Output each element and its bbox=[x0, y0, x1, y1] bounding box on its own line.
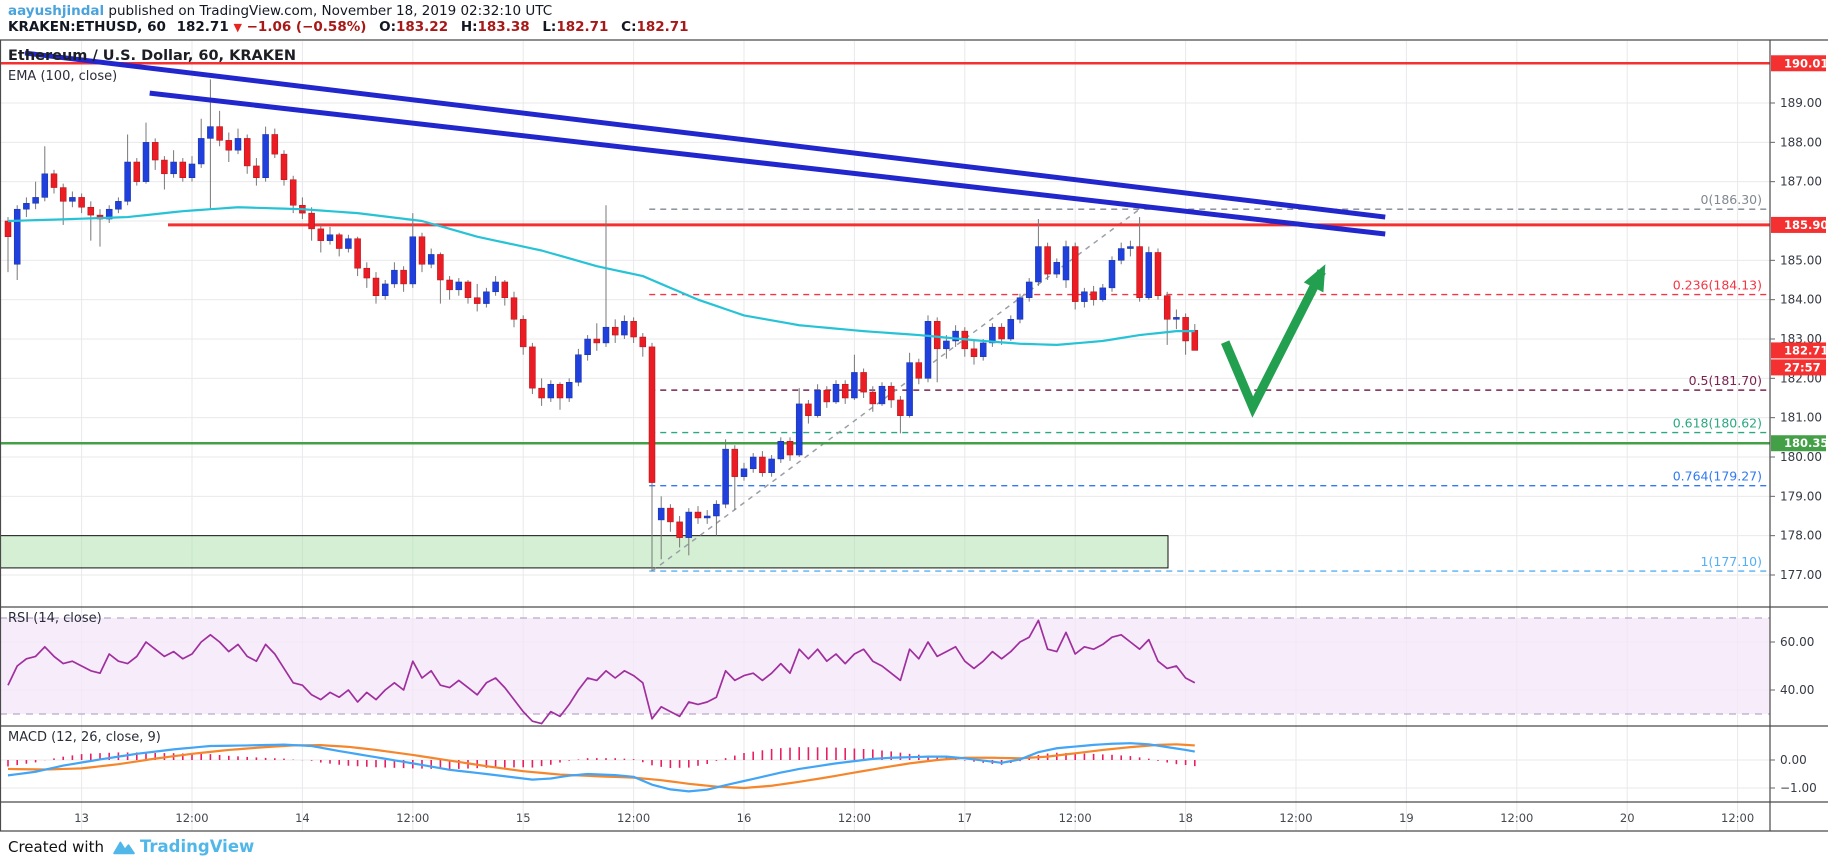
ema-legend: EMA (100, close) bbox=[8, 69, 118, 84]
symbol-name: KRAKEN:ETHUSD, 60 bbox=[8, 19, 166, 35]
svg-text:40.00: 40.00 bbox=[1780, 683, 1814, 697]
svg-text:188.00: 188.00 bbox=[1780, 135, 1822, 149]
svg-text:12:00: 12:00 bbox=[1059, 811, 1092, 825]
svg-text:12:00: 12:00 bbox=[1500, 811, 1533, 825]
svg-text:12:00: 12:00 bbox=[1721, 811, 1754, 825]
svg-text:19: 19 bbox=[1399, 811, 1414, 825]
attribution: Created with TradingView bbox=[8, 837, 254, 856]
close-label: C: bbox=[621, 19, 637, 35]
svg-text:182.71: 182.71 bbox=[1784, 343, 1828, 357]
svg-text:12:00: 12:00 bbox=[617, 811, 650, 825]
svg-text:184.00: 184.00 bbox=[1780, 293, 1822, 307]
svg-text:180.35: 180.35 bbox=[1784, 436, 1828, 450]
publish-info: aayushjindal published on TradingView.co… bbox=[8, 3, 552, 19]
svg-text:−1.00: −1.00 bbox=[1780, 781, 1817, 795]
svg-text:190.01: 190.01 bbox=[1784, 56, 1828, 70]
svg-text:14: 14 bbox=[295, 811, 310, 825]
open-label: O: bbox=[379, 19, 396, 35]
price-change: −1.06 (−0.58%) bbox=[246, 19, 367, 35]
svg-text:187.00: 187.00 bbox=[1780, 175, 1822, 189]
last-price: 182.71 bbox=[176, 19, 229, 35]
macd-legend: MACD (12, 26, close, 9) bbox=[8, 730, 161, 745]
svg-text:13: 13 bbox=[74, 811, 89, 825]
high-label: H: bbox=[460, 19, 478, 35]
svg-text:0.764(179.27): 0.764(179.27) bbox=[1673, 469, 1762, 484]
svg-text:0.00: 0.00 bbox=[1780, 753, 1807, 767]
open-value: 183.22 bbox=[396, 19, 449, 35]
svg-text:189.00: 189.00 bbox=[1780, 96, 1822, 110]
svg-text:185.00: 185.00 bbox=[1780, 253, 1822, 267]
svg-text:0(186.30): 0(186.30) bbox=[1701, 192, 1762, 207]
svg-text:18: 18 bbox=[1178, 811, 1193, 825]
created-with-text: Created with bbox=[8, 837, 104, 856]
svg-text:0.5(181.70): 0.5(181.70) bbox=[1689, 373, 1762, 388]
svg-text:16: 16 bbox=[737, 811, 752, 825]
svg-text:179.00: 179.00 bbox=[1780, 489, 1822, 503]
svg-text:181.00: 181.00 bbox=[1780, 411, 1822, 425]
svg-text:177.00: 177.00 bbox=[1780, 568, 1822, 582]
low-label: L: bbox=[542, 19, 557, 35]
svg-text:17: 17 bbox=[957, 811, 972, 825]
tradingview-link[interactable]: TradingView bbox=[139, 837, 255, 856]
symbol-status-line: KRAKEN:ETHUSD, 60 182.71 ▼ −1.06 (−0.58%… bbox=[8, 19, 689, 35]
svg-text:15: 15 bbox=[516, 811, 531, 825]
svg-text:12:00: 12:00 bbox=[1279, 811, 1312, 825]
price-down-icon: ▼ bbox=[233, 21, 242, 34]
author-link[interactable]: aayushjindal bbox=[8, 3, 105, 19]
low-value: 182.71 bbox=[556, 19, 609, 35]
svg-text:27:57: 27:57 bbox=[1784, 360, 1821, 374]
svg-text:0.236(184.13): 0.236(184.13) bbox=[1673, 278, 1762, 293]
svg-text:12:00: 12:00 bbox=[175, 811, 208, 825]
svg-text:20: 20 bbox=[1620, 811, 1635, 825]
svg-text:185.90: 185.90 bbox=[1784, 218, 1828, 232]
svg-text:60.00: 60.00 bbox=[1780, 635, 1814, 649]
close-value: 182.71 bbox=[636, 19, 689, 35]
tradingview-logo-icon bbox=[113, 841, 135, 854]
svg-text:0.618(180.62): 0.618(180.62) bbox=[1673, 416, 1762, 431]
publish-text: published on TradingView.com, November 1… bbox=[104, 3, 553, 19]
high-value: 183.38 bbox=[477, 19, 530, 35]
chart-title: Ethereum / U.S. Dollar, 60, KRAKEN bbox=[8, 48, 297, 64]
rsi-legend: RSI (14, close) bbox=[8, 611, 102, 626]
svg-text:12:00: 12:00 bbox=[396, 811, 429, 825]
svg-text:178.00: 178.00 bbox=[1780, 529, 1822, 543]
svg-text:1(177.10): 1(177.10) bbox=[1701, 554, 1762, 569]
svg-text:12:00: 12:00 bbox=[838, 811, 871, 825]
svg-text:180.00: 180.00 bbox=[1780, 450, 1822, 464]
